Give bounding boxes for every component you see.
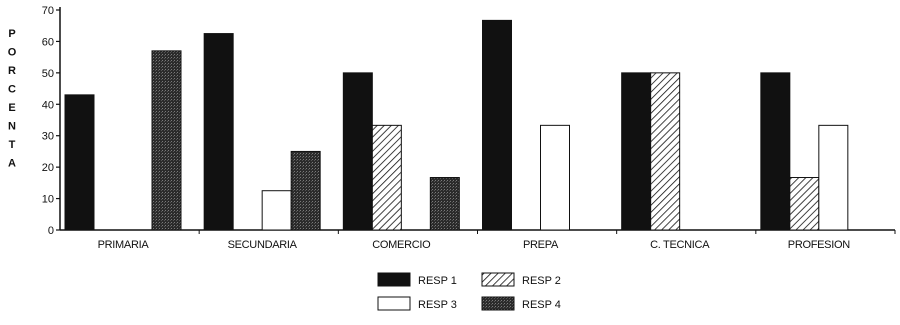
bar-resp-3 <box>540 124 570 231</box>
y-tick-label: 60 <box>42 36 54 48</box>
x-tick-label: PRIMARIA <box>98 239 150 251</box>
y-axis-label-letter: A <box>8 158 16 170</box>
bar-resp-4 <box>429 177 460 231</box>
legend-label: RESP 4 <box>522 299 561 311</box>
x-tick-label: PREPA <box>523 239 559 251</box>
bar-resp-4 <box>151 50 182 231</box>
bar-resp-3 <box>818 124 849 231</box>
y-axis-label-letter: N <box>8 121 16 133</box>
y-axis-label-letter: R <box>8 65 16 77</box>
x-tick-label: SECUNDARIA <box>228 239 298 251</box>
x-tick-label: COMERCIO <box>372 239 431 251</box>
bar-resp-1 <box>203 33 234 231</box>
y-tick-label: 20 <box>42 162 54 174</box>
bar-resp-1 <box>482 19 512 231</box>
legend-label: RESP 3 <box>418 299 457 311</box>
y-tick-label: 50 <box>42 68 54 80</box>
axes: 0 10 20 30 40 50 60 70 <box>42 5 896 237</box>
y-axis-label-letter: T <box>9 139 16 151</box>
bar-resp-1 <box>64 94 95 231</box>
bar-resp-2 <box>789 177 820 231</box>
y-tick-label: 0 <box>48 225 54 237</box>
y-tick-label: 40 <box>42 99 54 111</box>
x-tick-label: PROFESION <box>788 239 850 251</box>
bar-resp-2 <box>371 124 402 231</box>
legend-label: RESP 2 <box>522 275 561 287</box>
y-axis-label-letter: O <box>8 47 17 59</box>
y-tick-label: 30 <box>42 131 54 143</box>
legend-swatch <box>481 272 515 287</box>
bar-resp-4 <box>290 150 321 231</box>
y-axis-label-letter: E <box>8 102 15 114</box>
legend: RESP 1 RESP 2 RESP 3 RESP 4 <box>377 272 561 311</box>
y-tick-label: 70 <box>42 5 54 17</box>
y-tick-label: 10 <box>42 194 54 206</box>
y-axis-label-letter: P <box>8 28 15 40</box>
bar-resp-1 <box>621 72 652 231</box>
y-axis-label-letter: C <box>8 84 16 96</box>
bars <box>64 19 849 231</box>
legend-swatch <box>377 296 411 311</box>
x-tick-labels: PRIMARIA SECUNDARIA COMERCIO PREPA C. TECNIC… <box>98 239 851 251</box>
bar-resp-1 <box>760 72 791 231</box>
legend-label: RESP 1 <box>418 275 457 287</box>
bar-resp-1 <box>342 72 373 231</box>
x-tick-label: C. TECNICA <box>650 239 710 251</box>
bar-resp-2 <box>650 72 681 231</box>
legend-swatch <box>377 272 411 287</box>
legend-swatch <box>481 296 515 311</box>
bar-resp-3 <box>261 190 292 231</box>
